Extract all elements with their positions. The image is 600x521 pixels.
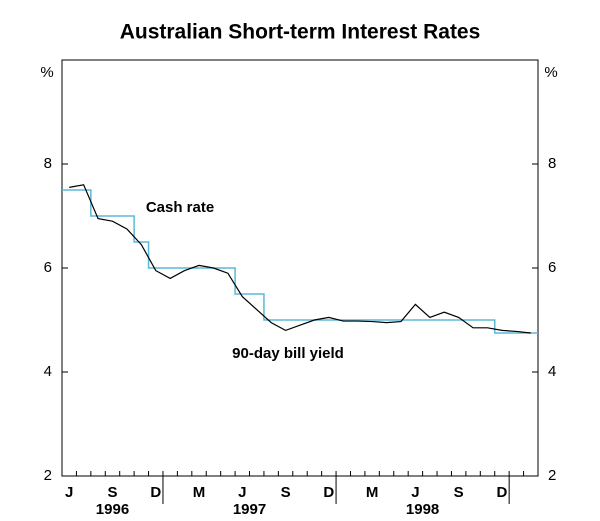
y-tick-label: 4 — [44, 363, 52, 380]
y-unit-left: % — [40, 64, 53, 81]
x-tick-label: J — [238, 484, 246, 501]
series-annotation: Cash rate — [146, 199, 214, 216]
y-tick-label-right: 8 — [548, 155, 556, 172]
x-tick-label: J — [411, 484, 419, 501]
year-label: 1998 — [406, 501, 439, 518]
series-line — [62, 189, 538, 334]
y-unit-right: % — [544, 64, 557, 81]
x-tick-label: D — [497, 484, 508, 501]
y-tick-label-right: 6 — [548, 259, 556, 276]
x-tick-label: S — [454, 484, 464, 501]
x-tick-label: S — [107, 484, 117, 501]
y-tick-label: 2 — [44, 467, 52, 484]
chart-title: Australian Short-term Interest Rates — [120, 21, 481, 44]
x-tick-label: D — [323, 484, 334, 501]
x-tick-label: S — [281, 484, 291, 501]
series-annotation: 90-day bill yield — [232, 345, 344, 362]
y-tick-label-right: 2 — [548, 467, 556, 484]
y-tick-label: 6 — [44, 259, 52, 276]
x-tick-label: M — [366, 484, 379, 501]
y-tick-label: 8 — [44, 155, 52, 172]
plot-frame — [61, 59, 539, 477]
y-tick-label-right: 4 — [548, 363, 556, 380]
series-line — [69, 184, 531, 334]
year-label: 1996 — [96, 501, 129, 518]
year-label: 1997 — [233, 501, 266, 518]
x-tick-label: D — [150, 484, 161, 501]
x-tick-label: M — [193, 484, 206, 501]
x-tick-label: J — [65, 484, 73, 501]
